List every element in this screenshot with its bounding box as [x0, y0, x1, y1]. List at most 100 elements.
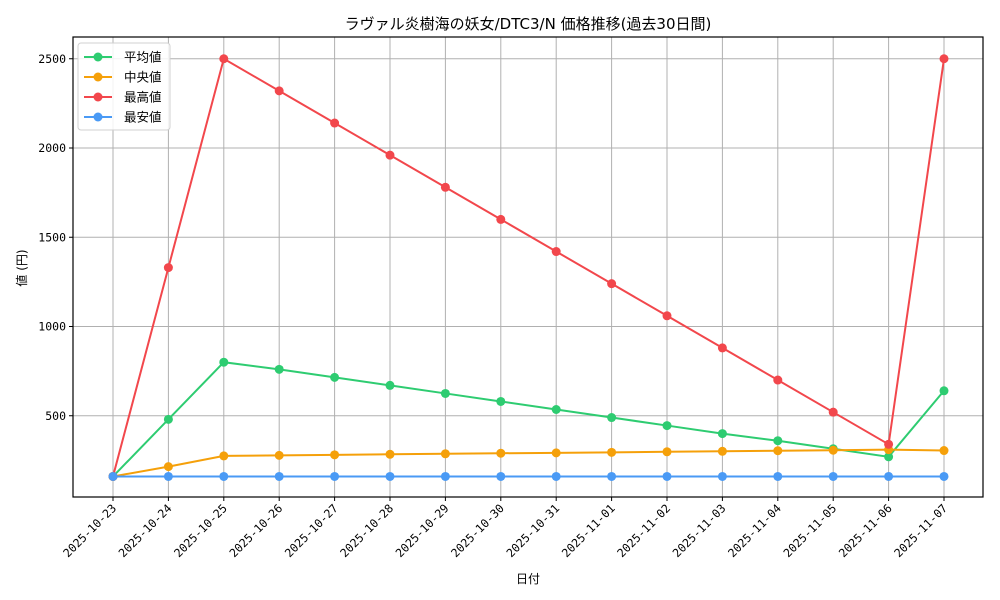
- data-point: [828, 471, 838, 481]
- data-point: [496, 214, 506, 224]
- x-tick-label: 2025-10-23: [60, 501, 119, 560]
- data-point: [274, 86, 284, 96]
- chart-title: ラヴァル炎樹海の妖女/DTC3/N 価格推移(過去30日間): [345, 15, 712, 33]
- data-point: [163, 414, 173, 424]
- series-line: [112, 361, 945, 478]
- data-point: [662, 311, 672, 321]
- data-point: [385, 380, 395, 390]
- data-point: [939, 446, 949, 456]
- data-point: [662, 421, 672, 431]
- x-tick-label: 2025-11-02: [614, 501, 673, 560]
- data-point: [496, 471, 506, 481]
- x-tick-label: 2025-11-04: [725, 501, 784, 560]
- x-tick-label: 2025-10-31: [503, 501, 562, 560]
- data-point: [219, 357, 229, 367]
- legend-label: 最高値: [124, 90, 162, 105]
- data-point: [551, 247, 561, 257]
- series-2: [108, 54, 949, 481]
- legend-label: 中央値: [124, 70, 162, 85]
- x-tick-label: 2025-10-25: [171, 501, 230, 560]
- data-point: [108, 471, 118, 481]
- data-point: [717, 343, 727, 353]
- data-point: [662, 447, 672, 457]
- data-point: [884, 471, 894, 481]
- data-point: [163, 263, 173, 273]
- data-point: [939, 386, 949, 396]
- data-point: [717, 446, 727, 456]
- x-tick-label: 2025-10-27: [282, 501, 341, 560]
- data-point: [773, 446, 783, 456]
- legend-item: 中央値: [84, 70, 162, 85]
- legend-item: 平均値: [84, 50, 162, 65]
- data-point: [496, 396, 506, 406]
- data-point: [274, 471, 284, 481]
- data-point: [773, 375, 783, 385]
- x-axis: 2025-10-232025-10-242025-10-252025-10-26…: [60, 497, 950, 560]
- x-tick-label: 2025-11-03: [670, 501, 729, 560]
- data-point: [385, 471, 395, 481]
- legend-box: [77, 42, 171, 131]
- series-lines: [108, 54, 949, 481]
- x-tick-label: 2025-10-28: [337, 501, 396, 560]
- legend-marker-icon: [93, 52, 103, 62]
- data-point: [496, 448, 506, 458]
- x-tick-label: 2025-11-07: [891, 501, 950, 560]
- data-point: [551, 471, 561, 481]
- data-point: [219, 54, 229, 64]
- data-point: [939, 54, 949, 64]
- x-tick-label: 2025-11-06: [836, 501, 895, 560]
- data-point: [330, 372, 340, 382]
- data-point: [717, 471, 727, 481]
- data-point: [884, 452, 894, 462]
- y-tick-label: 1500: [38, 230, 66, 244]
- plot-frame: [72, 36, 984, 498]
- y-axis-label: 値 (円): [14, 249, 29, 286]
- data-point: [330, 471, 340, 481]
- x-tick-label: 2025-10-29: [393, 501, 452, 560]
- data-point: [385, 449, 395, 459]
- series-3: [108, 471, 949, 481]
- y-tick-label: 1000: [38, 320, 66, 334]
- series-line: [112, 448, 945, 478]
- data-point: [551, 448, 561, 458]
- x-axis-label: 日付: [516, 572, 540, 586]
- legend-label: 平均値: [124, 50, 162, 65]
- y-axis: 500 1000 1500 2000 2500: [38, 52, 73, 423]
- data-point: [607, 471, 617, 481]
- legend-item: 最安値: [84, 110, 162, 125]
- data-point: [607, 447, 617, 457]
- legend-marker-icon: [93, 92, 103, 102]
- legend-label: 最安値: [124, 110, 162, 125]
- data-point: [717, 429, 727, 439]
- series-1: [108, 445, 949, 481]
- data-point: [440, 388, 450, 398]
- data-point: [828, 407, 838, 417]
- data-point: [330, 450, 340, 460]
- data-point: [385, 150, 395, 160]
- data-point: [219, 471, 229, 481]
- data-point: [163, 462, 173, 472]
- x-tick-label: 2025-10-24: [116, 501, 175, 560]
- data-point: [274, 364, 284, 374]
- data-point: [440, 182, 450, 192]
- data-point: [773, 436, 783, 446]
- legend-marker-icon: [93, 72, 103, 82]
- x-tick-label: 2025-10-26: [226, 501, 285, 560]
- x-tick-label: 2025-11-05: [780, 501, 839, 560]
- data-point: [163, 471, 173, 481]
- data-point: [607, 279, 617, 289]
- legend-marker-icon: [93, 112, 103, 122]
- y-tick-label: 2500: [38, 52, 66, 66]
- data-point: [939, 471, 949, 481]
- y-tick-label: 500: [45, 409, 66, 423]
- data-point: [607, 413, 617, 423]
- data-point: [551, 405, 561, 415]
- data-point: [773, 471, 783, 481]
- series-line: [112, 57, 945, 477]
- legend-item: 最高値: [84, 90, 162, 105]
- data-point: [274, 450, 284, 460]
- data-point: [440, 449, 450, 459]
- data-point: [828, 445, 838, 455]
